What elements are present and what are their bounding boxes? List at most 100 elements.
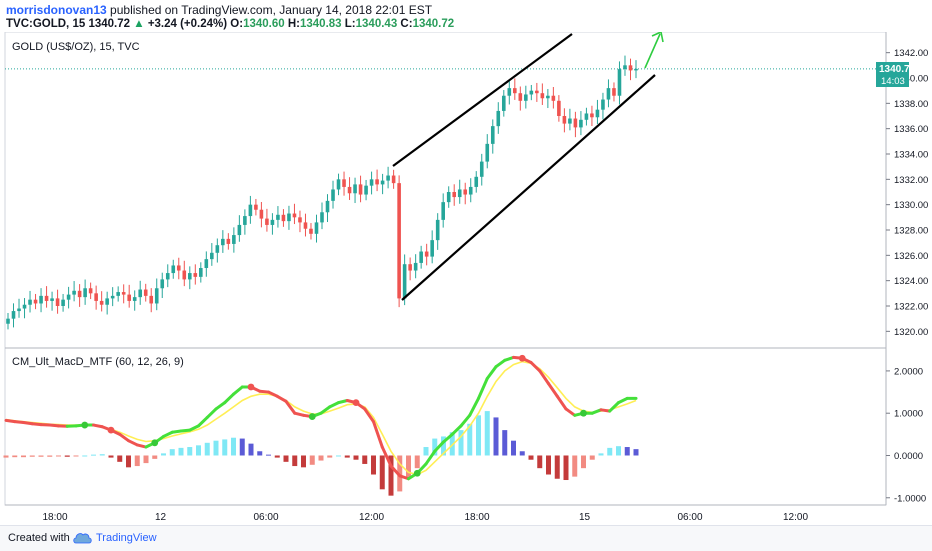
- candle-body: [392, 176, 396, 184]
- histogram-bar: [4, 455, 9, 457]
- histogram-bar: [476, 415, 481, 455]
- histogram-bar: [30, 455, 35, 456]
- histogram-bar: [511, 441, 516, 456]
- candle-body: [447, 192, 451, 202]
- candle-body: [221, 239, 225, 245]
- time-tick-label: 12:00: [359, 512, 384, 523]
- candle-body: [83, 288, 87, 297]
- candle-body: [557, 101, 561, 116]
- histogram-bar: [564, 455, 569, 480]
- candle-body: [436, 220, 440, 240]
- tradingview-link[interactable]: TradingView: [96, 532, 157, 544]
- chart-canvas[interactable]: GOLD (US$/OZ), 15, TVC CM_Ult_MacD_MTF (…: [0, 32, 932, 525]
- candle-body: [530, 91, 534, 95]
- candle-body: [105, 298, 109, 304]
- histogram-bar: [275, 455, 280, 457]
- time-tick-label: 06:00: [677, 512, 702, 523]
- histogram-bar: [56, 455, 61, 456]
- histogram-bar: [607, 448, 612, 456]
- published-text: published on TradingView.com, January 14…: [110, 3, 432, 17]
- macd-tick-label: 0.0000: [894, 451, 923, 462]
- candle-body: [304, 222, 308, 228]
- candle-body: [149, 296, 153, 304]
- histogram-bar: [65, 455, 70, 456]
- candle-body: [271, 220, 275, 225]
- tradingview-cloud-icon[interactable]: [72, 529, 92, 547]
- candle-body: [386, 176, 390, 181]
- candle-body: [353, 184, 357, 193]
- histogram-bar: [266, 455, 271, 456]
- low-label: L:: [345, 18, 356, 30]
- candle-body: [138, 290, 142, 298]
- close-value: 1340.72: [413, 18, 455, 30]
- candle-body: [546, 96, 550, 99]
- candle-body: [403, 264, 407, 298]
- candle-body: [293, 214, 297, 218]
- candle-body: [326, 201, 330, 212]
- candle-body: [17, 309, 21, 312]
- candle-body: [127, 295, 131, 301]
- histogram-bar: [257, 451, 262, 455]
- candle-body: [315, 222, 319, 233]
- histogram-bar: [12, 455, 17, 457]
- candle-body: [61, 300, 65, 306]
- candle-body: [430, 240, 434, 256]
- candle-body: [282, 215, 286, 221]
- high-value: 1340.83: [300, 18, 342, 30]
- candle-body: [485, 144, 489, 162]
- histogram-bar: [161, 453, 166, 455]
- candle-body: [474, 177, 478, 187]
- candle-body: [160, 279, 164, 288]
- histogram-bar: [327, 455, 332, 457]
- up-triangle-icon: ▲: [133, 18, 144, 30]
- candle-body: [265, 219, 269, 225]
- candle-body: [23, 305, 27, 309]
- candle-body: [348, 187, 352, 193]
- candle-body: [458, 189, 462, 197]
- candle-body: [320, 212, 324, 222]
- footer-bar: Created with TradingView: [0, 525, 932, 551]
- macd-tick-label: 2.0000: [894, 366, 923, 377]
- histogram-bar: [310, 455, 315, 464]
- candle-body: [182, 271, 186, 280]
- candle-body: [94, 293, 98, 301]
- histogram-bar: [47, 455, 52, 456]
- histogram-bar: [502, 430, 507, 455]
- histogram-bar: [546, 455, 551, 474]
- candle-body: [513, 88, 517, 93]
- histogram-bar: [590, 455, 595, 459]
- open-value: 1340.60: [243, 18, 285, 30]
- cross-marker-dot: [108, 427, 115, 434]
- histogram-bar: [485, 411, 490, 455]
- histogram-bar: [21, 455, 26, 457]
- candle-body: [287, 214, 291, 222]
- candle-body: [480, 162, 484, 177]
- candle-body: [552, 96, 556, 101]
- candle-body: [342, 179, 346, 187]
- histogram-bar: [345, 455, 350, 457]
- macd-tick-label: -1.0000: [894, 493, 926, 504]
- histogram-bar: [634, 449, 639, 455]
- author-link[interactable]: morrisdonovan13: [6, 3, 107, 17]
- histogram-bar: [126, 455, 131, 467]
- publish-line: morrisdonovan13 published on TradingView…: [6, 3, 432, 17]
- histogram-bar: [494, 417, 499, 455]
- candle-body: [39, 296, 43, 304]
- symbol-line: TVC:GOLD, 15 1340.72 ▲ +3.24 (+0.24%) O:…: [6, 18, 454, 30]
- candle-body: [370, 179, 374, 185]
- countdown-text: 14:03: [881, 76, 905, 87]
- histogram-bar: [249, 444, 254, 456]
- histogram-bar: [292, 455, 297, 466]
- candle-body: [193, 273, 197, 277]
- candle-body: [507, 88, 511, 96]
- histogram-bar: [380, 455, 385, 489]
- candle-body: [496, 111, 500, 126]
- candle-body: [144, 290, 148, 296]
- histogram-bar: [231, 438, 236, 456]
- candle-body: [408, 264, 412, 270]
- candle-body: [524, 94, 528, 100]
- last-price-badge-text: 1340.72: [879, 64, 916, 75]
- histogram-bar: [406, 455, 411, 478]
- candle-body: [249, 205, 253, 216]
